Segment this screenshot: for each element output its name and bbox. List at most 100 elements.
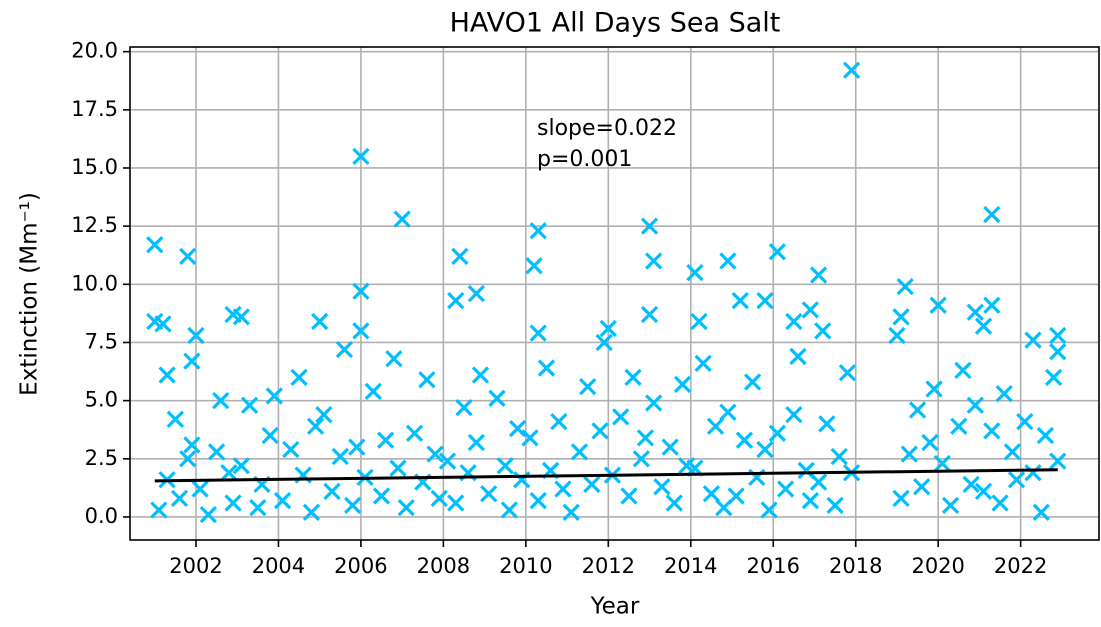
scatter-point [645, 252, 663, 270]
scatter-point [500, 501, 518, 519]
scatter-point [158, 366, 176, 384]
scatter-point [933, 454, 951, 473]
scatter-point [785, 312, 803, 331]
scatter-point [290, 368, 308, 387]
y-tick-label: 0.0 [85, 504, 118, 528]
y-tick-label: 20.0 [71, 39, 118, 63]
scatter-point [1049, 452, 1067, 470]
x-tick-label: 2006 [334, 554, 387, 578]
scatter-point [706, 417, 725, 435]
scatter-point [756, 291, 774, 310]
scatter-point [768, 424, 787, 442]
scatter-point [1024, 331, 1042, 349]
scatter-point [966, 396, 984, 414]
y-axis-label: Extinction (Mm⁻¹) [17, 192, 43, 396]
scatter-point [612, 408, 630, 426]
scatter-point [364, 382, 382, 400]
scatter-point [735, 431, 754, 449]
scatter-point [496, 457, 514, 475]
x-tick-label: 2010 [499, 554, 552, 578]
scatter-point [529, 222, 547, 240]
scatter-point [1016, 412, 1034, 431]
scatter-point [570, 443, 589, 461]
scatter-point [455, 398, 473, 417]
y-tick-label: 12.5 [71, 213, 118, 237]
scatter-point [801, 492, 819, 510]
x-tick-label: 2016 [747, 554, 800, 578]
scatter-point [220, 464, 238, 482]
scatter-point [397, 499, 415, 517]
scatter-point [315, 405, 333, 424]
scatter-point [826, 496, 844, 514]
y-tick-label: 17.5 [71, 97, 118, 121]
scatter-point [694, 354, 712, 373]
scatter-point [789, 347, 807, 366]
scatter-point [377, 431, 395, 449]
scatter-point [385, 350, 403, 368]
scatter-series [146, 61, 1067, 524]
scatter-point [1007, 471, 1026, 489]
scatter-point [929, 296, 947, 314]
scatter-point [447, 494, 465, 512]
x-tick-label: 2008 [417, 554, 470, 578]
x-tick-label: 2014 [664, 554, 717, 578]
scatter-point [719, 252, 737, 270]
scatter-point [232, 308, 250, 326]
scatter-point [579, 378, 597, 396]
scatter-point [232, 457, 250, 475]
scatter-point [488, 389, 506, 407]
scatter-point [170, 489, 189, 507]
scatter-point [760, 501, 778, 519]
scatter-point [941, 496, 960, 514]
scatter-point [187, 326, 205, 345]
scatter-point [438, 452, 457, 470]
scatter-point [640, 305, 659, 324]
scatter-point [591, 422, 609, 440]
x-tick-label: 2018 [829, 554, 882, 578]
y-tick-label: 2.5 [85, 446, 118, 470]
scatter-point [302, 503, 321, 521]
scatter-point [1032, 503, 1050, 521]
scatter-point [925, 380, 943, 398]
scatter-point [306, 417, 325, 435]
scatter-point [467, 284, 485, 303]
scatter-point [207, 443, 226, 461]
scatter-point [632, 450, 650, 468]
scatter-point [719, 403, 737, 421]
scatter-point [908, 401, 927, 419]
scatter-point [776, 480, 795, 498]
scatter-point [282, 440, 300, 459]
scatter-point [921, 433, 939, 452]
plot-frame [129, 46, 1100, 541]
scatter-point [974, 317, 993, 335]
scatter-point [447, 291, 465, 310]
scatter-point [352, 147, 370, 165]
scatter-point [583, 475, 601, 494]
scatter-point [467, 433, 485, 452]
scatter-point [179, 450, 197, 468]
scatter-point [913, 478, 931, 496]
scatter-point [1024, 464, 1042, 482]
scatter-point [529, 492, 547, 510]
scatter-point [785, 405, 803, 424]
scatter-point [183, 436, 201, 454]
y-tick-label: 7.5 [85, 329, 118, 353]
scatter-point [595, 333, 613, 352]
scatter-point [954, 361, 972, 380]
scatter-point [768, 243, 787, 261]
scatter-point [418, 371, 436, 389]
scatter-point [426, 445, 444, 463]
scatter-point [896, 278, 914, 296]
scatter-point [974, 482, 993, 501]
scatter-point [508, 419, 527, 438]
scatter-point [344, 496, 362, 514]
y-tick-label: 10.0 [71, 271, 118, 295]
scatter-point [166, 410, 184, 428]
x-tick-label: 2004 [252, 554, 305, 578]
scatter-point [661, 438, 679, 456]
scatter-point [513, 471, 531, 489]
scatter-point [690, 312, 708, 331]
scatter-point [636, 429, 655, 447]
scatter-point [1045, 368, 1063, 387]
